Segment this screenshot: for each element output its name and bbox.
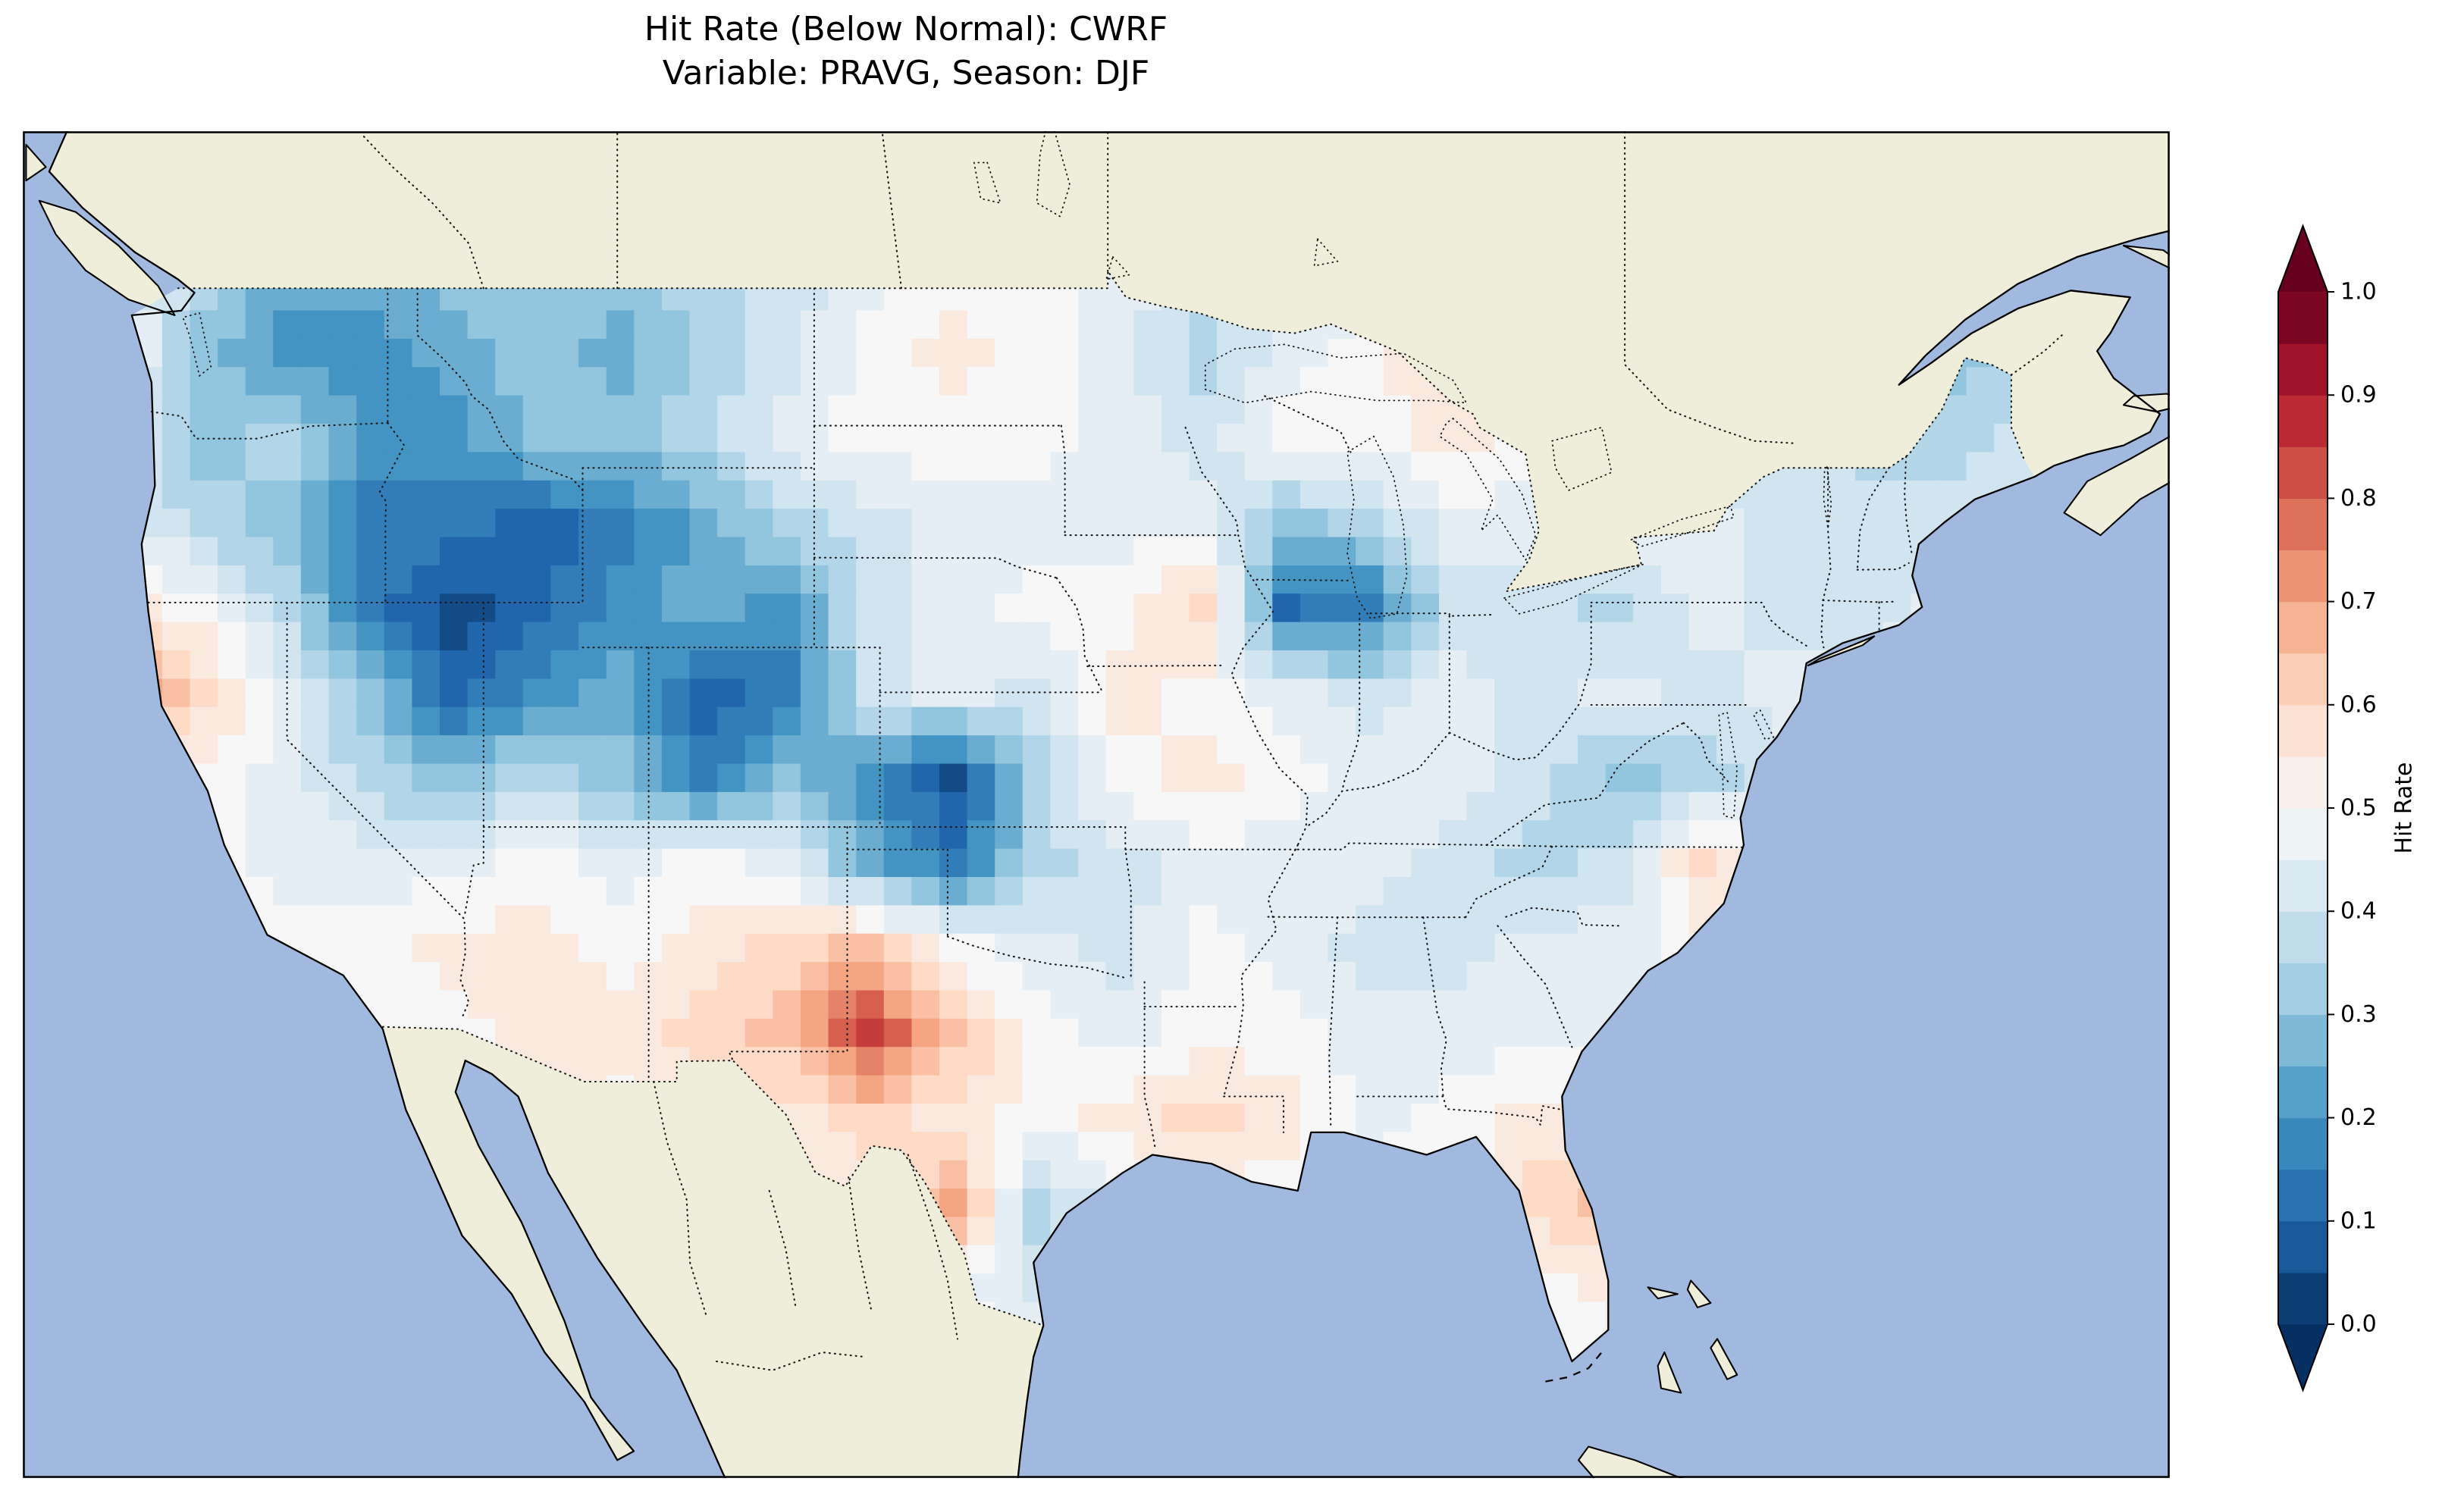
state-borders — [147, 131, 2065, 1371]
title-line-1: Hit Rate (Below Normal): CWRF — [644, 10, 1168, 49]
colorbar-tick-label: 0.3 — [2340, 1001, 2377, 1028]
colorbar-tick-label: 0.7 — [2340, 588, 2377, 615]
colorbar-tick-label: 0.9 — [2340, 382, 2377, 409]
colorbar-extend-max — [2278, 226, 2328, 292]
colorbar-ticks: 0.0 0.1 0.2 0.3 0.4 0.5 0.6 0.7 0.8 0.9 1.0 — [2328, 279, 2377, 1338]
title-line-2: Variable: PRAVG, Season: DJF — [662, 54, 1150, 93]
colorbar-tick-label: 0.6 — [2340, 691, 2377, 718]
national-borders — [177, 268, 2026, 1326]
colorbar-tick-label: 0.1 — [2340, 1207, 2377, 1234]
map-canvas — [23, 131, 2170, 1478]
colorbar-tick-label: 0.4 — [2340, 898, 2377, 925]
colorbar-extend-min — [2278, 1324, 2328, 1390]
colorbar-tick-label: 0.5 — [2340, 795, 2377, 822]
great-lakes — [182, 131, 1832, 819]
colorbar: 0.0 0.1 0.2 0.3 0.4 0.5 0.6 0.7 0.8 0.9 1.0 Hit Rat… — [2277, 224, 2418, 1392]
map-frame — [23, 131, 2170, 1478]
colorbar-tick-label: 0.0 — [2340, 1311, 2377, 1338]
colorbar-tick-label: 1.0 — [2340, 279, 2377, 305]
figure-title: Hit Rate (Below Normal): CWRF Variable: … — [644, 8, 1168, 96]
colorbar-title: Hit Rate — [2391, 763, 2418, 854]
colorbar-gradient — [2278, 292, 2328, 1325]
colorbar-tick-label: 0.8 — [2340, 485, 2377, 512]
colorbar-tick-label: 0.2 — [2340, 1104, 2377, 1131]
coastline — [25, 131, 2170, 1478]
